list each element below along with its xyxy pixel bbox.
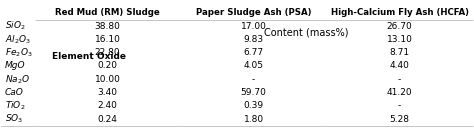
Text: Content (mass%): Content (mass%) — [264, 28, 348, 38]
Text: Element Oxide: Element Oxide — [52, 52, 126, 61]
